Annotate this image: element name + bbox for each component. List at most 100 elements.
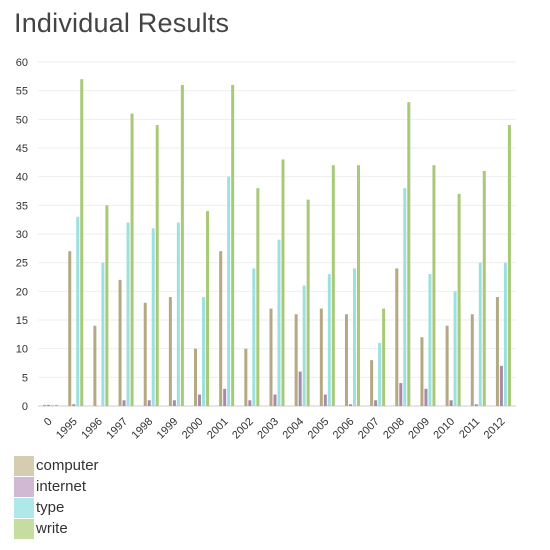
y-tick-label: 15 xyxy=(16,315,28,327)
bar-computer-1997 xyxy=(118,279,122,406)
x-axis: 0 1995 1996 1997 1998 1999 2000 2001 2002 2003 200… xyxy=(42,416,508,442)
x-tick-label: 2008 xyxy=(381,416,407,442)
bar-write-2004 xyxy=(306,199,310,406)
bar-internet-2011 xyxy=(474,404,478,406)
bar-internet-2007 xyxy=(374,400,378,406)
bar-type-2008 xyxy=(403,188,407,406)
legend: computer internet type write xyxy=(14,455,99,539)
legend-item-internet[interactable]: internet xyxy=(14,476,99,497)
bar-computer-2003 xyxy=(269,308,273,406)
x-tick-label: 2003 xyxy=(255,416,281,442)
bar-computer-1995 xyxy=(68,251,72,406)
bar-internet-2006 xyxy=(348,404,352,406)
bar-computer-2002 xyxy=(244,348,248,406)
bars xyxy=(43,79,511,407)
bar-computer-1999 xyxy=(168,297,172,406)
bar-type-2001 xyxy=(227,176,231,406)
bar-internet-2001 xyxy=(223,388,227,406)
bar-write-0 xyxy=(55,404,59,406)
bar-computer-2001 xyxy=(219,251,223,406)
bar-type-2009 xyxy=(428,274,432,406)
bar-computer-2012 xyxy=(495,297,499,406)
bar-write-2000 xyxy=(206,211,210,406)
bar-write-1997 xyxy=(130,113,134,406)
x-tick-label: 2007 xyxy=(356,416,382,442)
bar-internet-1999 xyxy=(172,400,176,406)
x-tick-label: 1999 xyxy=(155,416,181,442)
bar-write-2001 xyxy=(231,84,235,406)
y-tick-label: 20 xyxy=(16,286,28,298)
bar-computer-2011 xyxy=(470,314,474,406)
bar-internet-2012 xyxy=(499,365,503,406)
bar-internet-2004 xyxy=(298,371,302,406)
x-tick-label: 2001 xyxy=(205,416,231,442)
x-tick-label: 1996 xyxy=(79,416,105,442)
bar-computer-2008 xyxy=(395,268,399,406)
x-tick-label: 1995 xyxy=(54,416,80,442)
x-tick-label: 2005 xyxy=(306,416,332,442)
page-title: Individual Results xyxy=(14,8,230,38)
bar-computer-0 xyxy=(43,404,47,406)
legend-item-computer[interactable]: computer xyxy=(14,455,99,476)
bar-internet-1997 xyxy=(122,400,126,406)
y-tick-label: 40 xyxy=(16,172,28,184)
legend-swatch xyxy=(14,518,34,539)
bar-type-1996 xyxy=(101,262,105,406)
bar-computer-1998 xyxy=(143,302,147,406)
x-tick-label: 2000 xyxy=(180,416,206,442)
x-tick-label: 2002 xyxy=(230,416,256,442)
gridlines xyxy=(38,61,516,407)
bar-type-2006 xyxy=(352,268,356,406)
y-tick-label: 60 xyxy=(16,57,28,69)
bar-computer-2000 xyxy=(194,348,198,406)
legend-label: write xyxy=(36,520,68,537)
bar-internet-1995 xyxy=(72,404,76,406)
y-axis: 0 5 10 15 20 25 30 35 40 45 50 55 60 xyxy=(16,57,28,413)
x-tick-label: 2004 xyxy=(280,416,306,442)
x-tick-label: 2012 xyxy=(482,416,508,442)
bar-write-2005 xyxy=(331,165,335,406)
bar-computer-2009 xyxy=(420,337,424,406)
legend-label: type xyxy=(36,499,65,516)
x-tick-label: 0 xyxy=(42,416,55,429)
y-tick-label: 30 xyxy=(16,229,28,241)
bar-write-2008 xyxy=(407,102,411,406)
bar-write-1995 xyxy=(80,79,84,406)
bar-write-2012 xyxy=(507,125,511,407)
bar-type-2003 xyxy=(277,239,281,406)
legend-swatch xyxy=(14,476,34,497)
bar-computer-1996 xyxy=(93,325,97,406)
bar-type-1997 xyxy=(126,222,130,406)
legend-item-type[interactable]: type xyxy=(14,497,99,518)
y-tick-label: 5 xyxy=(22,372,28,384)
bar-internet-2003 xyxy=(273,394,277,406)
legend-swatch xyxy=(14,455,34,476)
bar-type-2007 xyxy=(378,342,382,406)
bar-type-2011 xyxy=(478,262,482,406)
bar-internet-2009 xyxy=(424,388,428,406)
bar-write-2006 xyxy=(356,165,360,406)
y-tick-label: 45 xyxy=(16,143,28,155)
bar-type-2010 xyxy=(453,291,457,406)
x-tick-label: 2006 xyxy=(331,416,357,442)
bar-computer-2006 xyxy=(344,314,348,406)
bar-type-1995 xyxy=(76,216,80,406)
bar-computer-2004 xyxy=(294,314,298,406)
x-tick-label: 2009 xyxy=(406,416,432,442)
legend-label: computer xyxy=(36,457,99,474)
legend-label: internet xyxy=(36,478,87,495)
bar-write-2009 xyxy=(432,165,436,406)
bar-type-1999 xyxy=(176,222,180,406)
bar-internet-0 xyxy=(47,404,51,406)
bar-type-1998 xyxy=(151,228,155,406)
legend-swatch xyxy=(14,497,34,518)
bar-internet-1998 xyxy=(147,400,151,406)
x-tick-label: 2011 xyxy=(457,416,482,441)
bar-write-2010 xyxy=(457,193,461,406)
bar-type-2000 xyxy=(202,297,206,406)
y-tick-label: 50 xyxy=(16,114,28,126)
bar-internet-2000 xyxy=(198,394,202,406)
x-tick-label: 1997 xyxy=(104,416,130,442)
legend-item-write[interactable]: write xyxy=(14,518,99,539)
